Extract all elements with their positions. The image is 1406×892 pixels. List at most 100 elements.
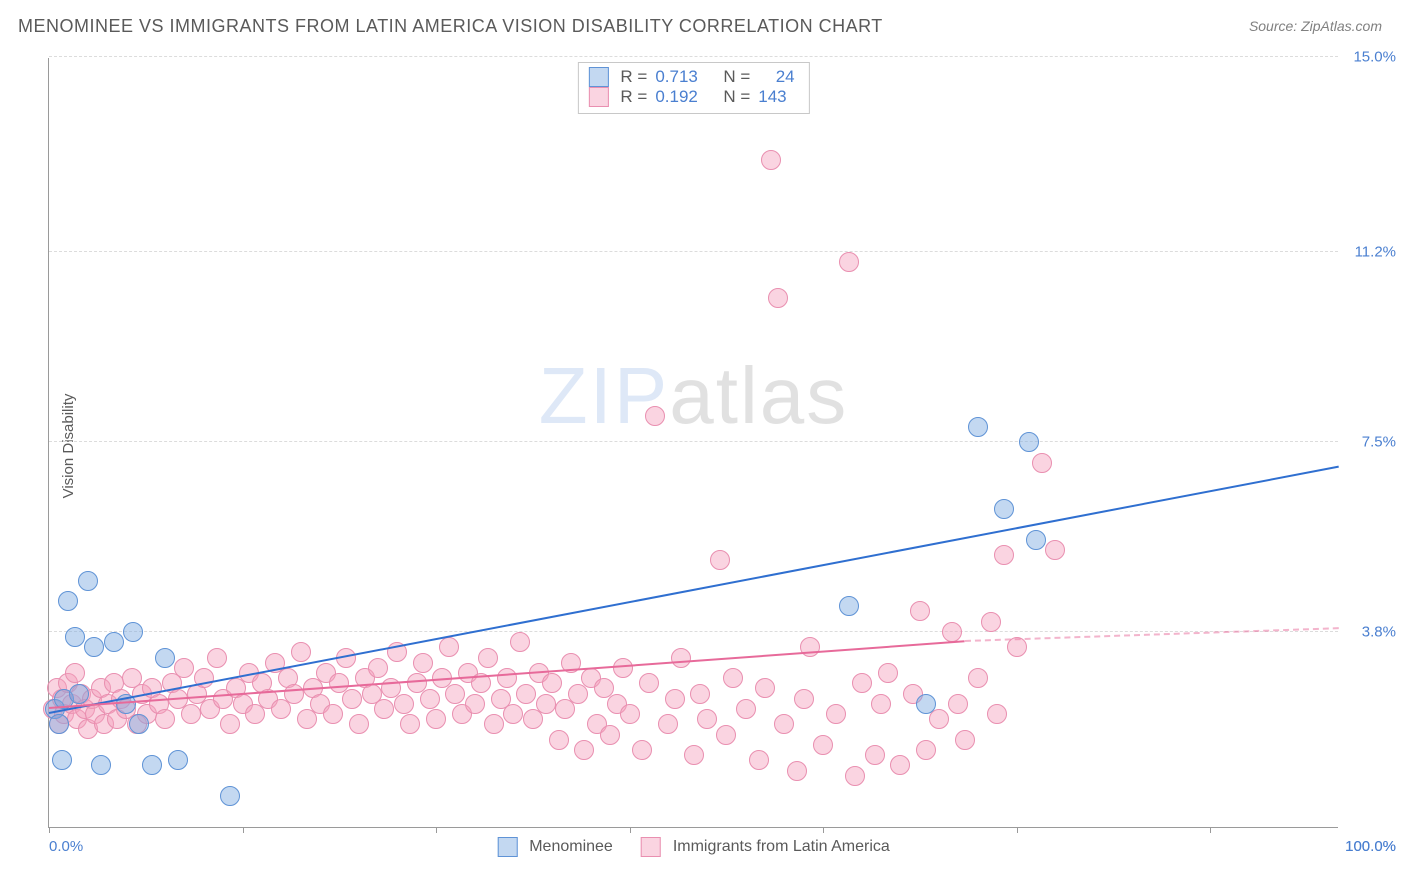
scatter-point-series-b xyxy=(620,704,640,724)
x-tick-label: 0.0% xyxy=(49,838,83,855)
scatter-point-series-a xyxy=(968,417,988,437)
scatter-point-series-b xyxy=(510,632,530,652)
watermark: ZIPatlas xyxy=(539,350,848,442)
grid-line xyxy=(49,631,1338,632)
watermark-part2: atlas xyxy=(669,351,848,440)
scatter-point-series-a xyxy=(65,627,85,647)
scatter-point-series-b xyxy=(910,601,930,621)
x-tick xyxy=(823,827,824,833)
scatter-point-series-a xyxy=(155,648,175,668)
scatter-point-series-b xyxy=(181,704,201,724)
scatter-point-series-a xyxy=(1019,432,1039,452)
scatter-point-series-b xyxy=(865,745,885,765)
scatter-point-series-b xyxy=(291,642,311,662)
scatter-point-series-b xyxy=(968,668,988,688)
scatter-point-series-b xyxy=(1045,540,1065,560)
scatter-point-series-b xyxy=(994,545,1014,565)
grid-line xyxy=(49,56,1338,57)
scatter-point-series-b xyxy=(155,709,175,729)
r-label: R = xyxy=(620,67,647,87)
y-tick-label: 11.2% xyxy=(1355,244,1396,261)
scatter-point-series-a xyxy=(916,694,936,714)
scatter-point-series-b xyxy=(955,730,975,750)
y-tick-label: 7.5% xyxy=(1362,434,1396,451)
scatter-point-series-b xyxy=(420,689,440,709)
source-attribution: Source: ZipAtlas.com xyxy=(1249,18,1382,34)
scatter-point-series-a xyxy=(104,632,124,652)
scatter-point-series-b xyxy=(755,678,775,698)
scatter-point-series-a xyxy=(58,591,78,611)
scatter-point-series-b xyxy=(839,252,859,272)
scatter-point-series-b xyxy=(761,150,781,170)
scatter-point-series-b xyxy=(1032,453,1052,473)
scatter-point-series-b xyxy=(813,735,833,755)
n-label-text: N = xyxy=(723,87,750,107)
scatter-point-series-a xyxy=(129,714,149,734)
r-value: 0.192 xyxy=(655,87,698,107)
scatter-point-series-b xyxy=(349,714,369,734)
scatter-point-series-b xyxy=(948,694,968,714)
statistics-box: R = 0.713 N = 24 R = 0.192 N = 143 xyxy=(577,62,809,114)
scatter-point-series-a xyxy=(78,571,98,591)
scatter-point-series-b xyxy=(207,648,227,668)
scatter-point-series-b xyxy=(736,699,756,719)
scatter-point-series-b xyxy=(987,704,1007,724)
scatter-point-series-b xyxy=(645,406,665,426)
scatter-point-series-b xyxy=(497,668,517,688)
legend-item-series-a: Menominee xyxy=(497,837,613,857)
legend-label: Immigrants from Latin America xyxy=(673,838,890,856)
scatter-point-series-b xyxy=(749,750,769,770)
chart-title: MENOMINEE VS IMMIGRANTS FROM LATIN AMERI… xyxy=(18,16,883,37)
scatter-point-series-b xyxy=(845,766,865,786)
scatter-point-series-a xyxy=(220,786,240,806)
n-label-text: N = xyxy=(723,67,750,87)
scatter-point-series-b xyxy=(723,668,743,688)
scatter-point-series-a xyxy=(168,750,188,770)
swatch-series-a-icon xyxy=(497,837,517,857)
n-label xyxy=(706,87,715,107)
scatter-point-series-b xyxy=(981,612,1001,632)
scatter-point-series-b xyxy=(800,637,820,657)
swatch-series-b-icon xyxy=(641,837,661,857)
scatter-point-series-b xyxy=(574,740,594,760)
scatter-point-series-b xyxy=(671,648,691,668)
swatch-series-a-icon xyxy=(588,67,608,87)
scatter-point-series-b xyxy=(613,658,633,678)
scatter-point-series-a xyxy=(994,499,1014,519)
scatter-point-series-b xyxy=(536,694,556,714)
scatter-point-series-b xyxy=(916,740,936,760)
stats-row-series-b: R = 0.192 N = 143 xyxy=(588,87,794,107)
r-value: 0.713 xyxy=(655,67,698,87)
grid-line xyxy=(49,441,1338,442)
trend-line-series-b-extrapolated xyxy=(965,627,1339,642)
scatter-point-series-b xyxy=(929,709,949,729)
scatter-point-series-b xyxy=(852,673,872,693)
scatter-point-series-b xyxy=(549,730,569,750)
x-tick-label: 100.0% xyxy=(1345,838,1396,855)
scatter-point-series-b xyxy=(65,663,85,683)
scatter-point-series-b xyxy=(684,745,704,765)
scatter-point-series-b xyxy=(774,714,794,734)
scatter-point-series-a xyxy=(49,714,69,734)
scatter-point-series-b xyxy=(942,622,962,642)
x-tick xyxy=(49,827,50,833)
scatter-point-series-b xyxy=(342,689,362,709)
scatter-point-series-b xyxy=(478,648,498,668)
y-tick-label: 3.8% xyxy=(1362,623,1396,640)
scatter-point-series-b xyxy=(174,658,194,678)
scatter-point-series-a xyxy=(69,684,89,704)
scatter-point-series-b xyxy=(368,658,388,678)
scatter-point-series-b xyxy=(632,740,652,760)
bottom-legend: Menominee Immigrants from Latin America xyxy=(497,837,890,857)
x-tick xyxy=(436,827,437,833)
watermark-part1: ZIP xyxy=(539,351,669,440)
scatter-point-series-b xyxy=(284,684,304,704)
y-tick-label: 15.0% xyxy=(1353,49,1396,66)
legend-item-series-b: Immigrants from Latin America xyxy=(641,837,890,857)
scatter-point-series-b xyxy=(890,755,910,775)
scatter-point-series-b xyxy=(794,689,814,709)
scatter-point-series-b xyxy=(400,714,420,734)
scatter-point-series-b xyxy=(878,663,898,683)
x-tick xyxy=(1210,827,1211,833)
scatter-point-series-b xyxy=(413,653,433,673)
